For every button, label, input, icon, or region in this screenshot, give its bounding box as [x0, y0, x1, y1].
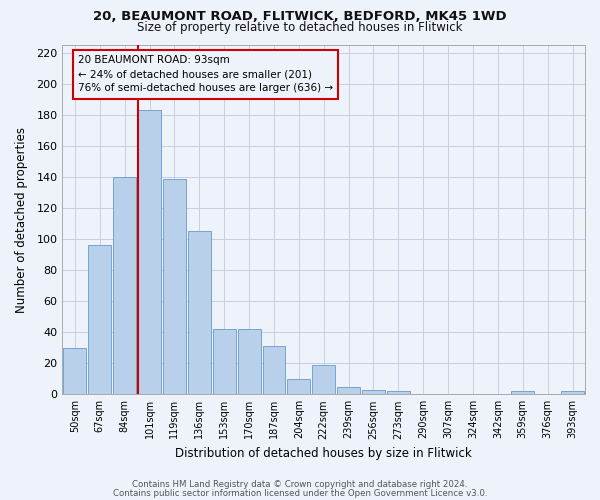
Text: Contains HM Land Registry data © Crown copyright and database right 2024.: Contains HM Land Registry data © Crown c… [132, 480, 468, 489]
Bar [64, 348, 86, 395]
Bar [561, 391, 584, 394]
Text: Size of property relative to detached houses in Flitwick: Size of property relative to detached ho… [137, 21, 463, 34]
X-axis label: Distribution of detached houses by size in Flitwick: Distribution of detached houses by size … [175, 447, 472, 460]
Bar [213, 329, 236, 394]
Bar [188, 232, 211, 394]
Bar [113, 177, 136, 394]
Bar [387, 391, 410, 394]
Text: 20, BEAUMONT ROAD, FLITWICK, BEDFORD, MK45 1WD: 20, BEAUMONT ROAD, FLITWICK, BEDFORD, MK… [93, 10, 507, 23]
Bar [88, 246, 111, 394]
Text: Contains public sector information licensed under the Open Government Licence v3: Contains public sector information licen… [113, 488, 487, 498]
Bar [138, 110, 161, 395]
Bar [263, 346, 286, 395]
Bar [312, 365, 335, 394]
Bar [337, 386, 360, 394]
Bar [238, 329, 260, 394]
Bar [362, 390, 385, 394]
Bar [287, 379, 310, 394]
Bar [163, 178, 186, 394]
Bar [511, 391, 534, 394]
Y-axis label: Number of detached properties: Number of detached properties [15, 126, 28, 312]
Text: 20 BEAUMONT ROAD: 93sqm
← 24% of detached houses are smaller (201)
76% of semi-d: 20 BEAUMONT ROAD: 93sqm ← 24% of detache… [78, 56, 333, 94]
